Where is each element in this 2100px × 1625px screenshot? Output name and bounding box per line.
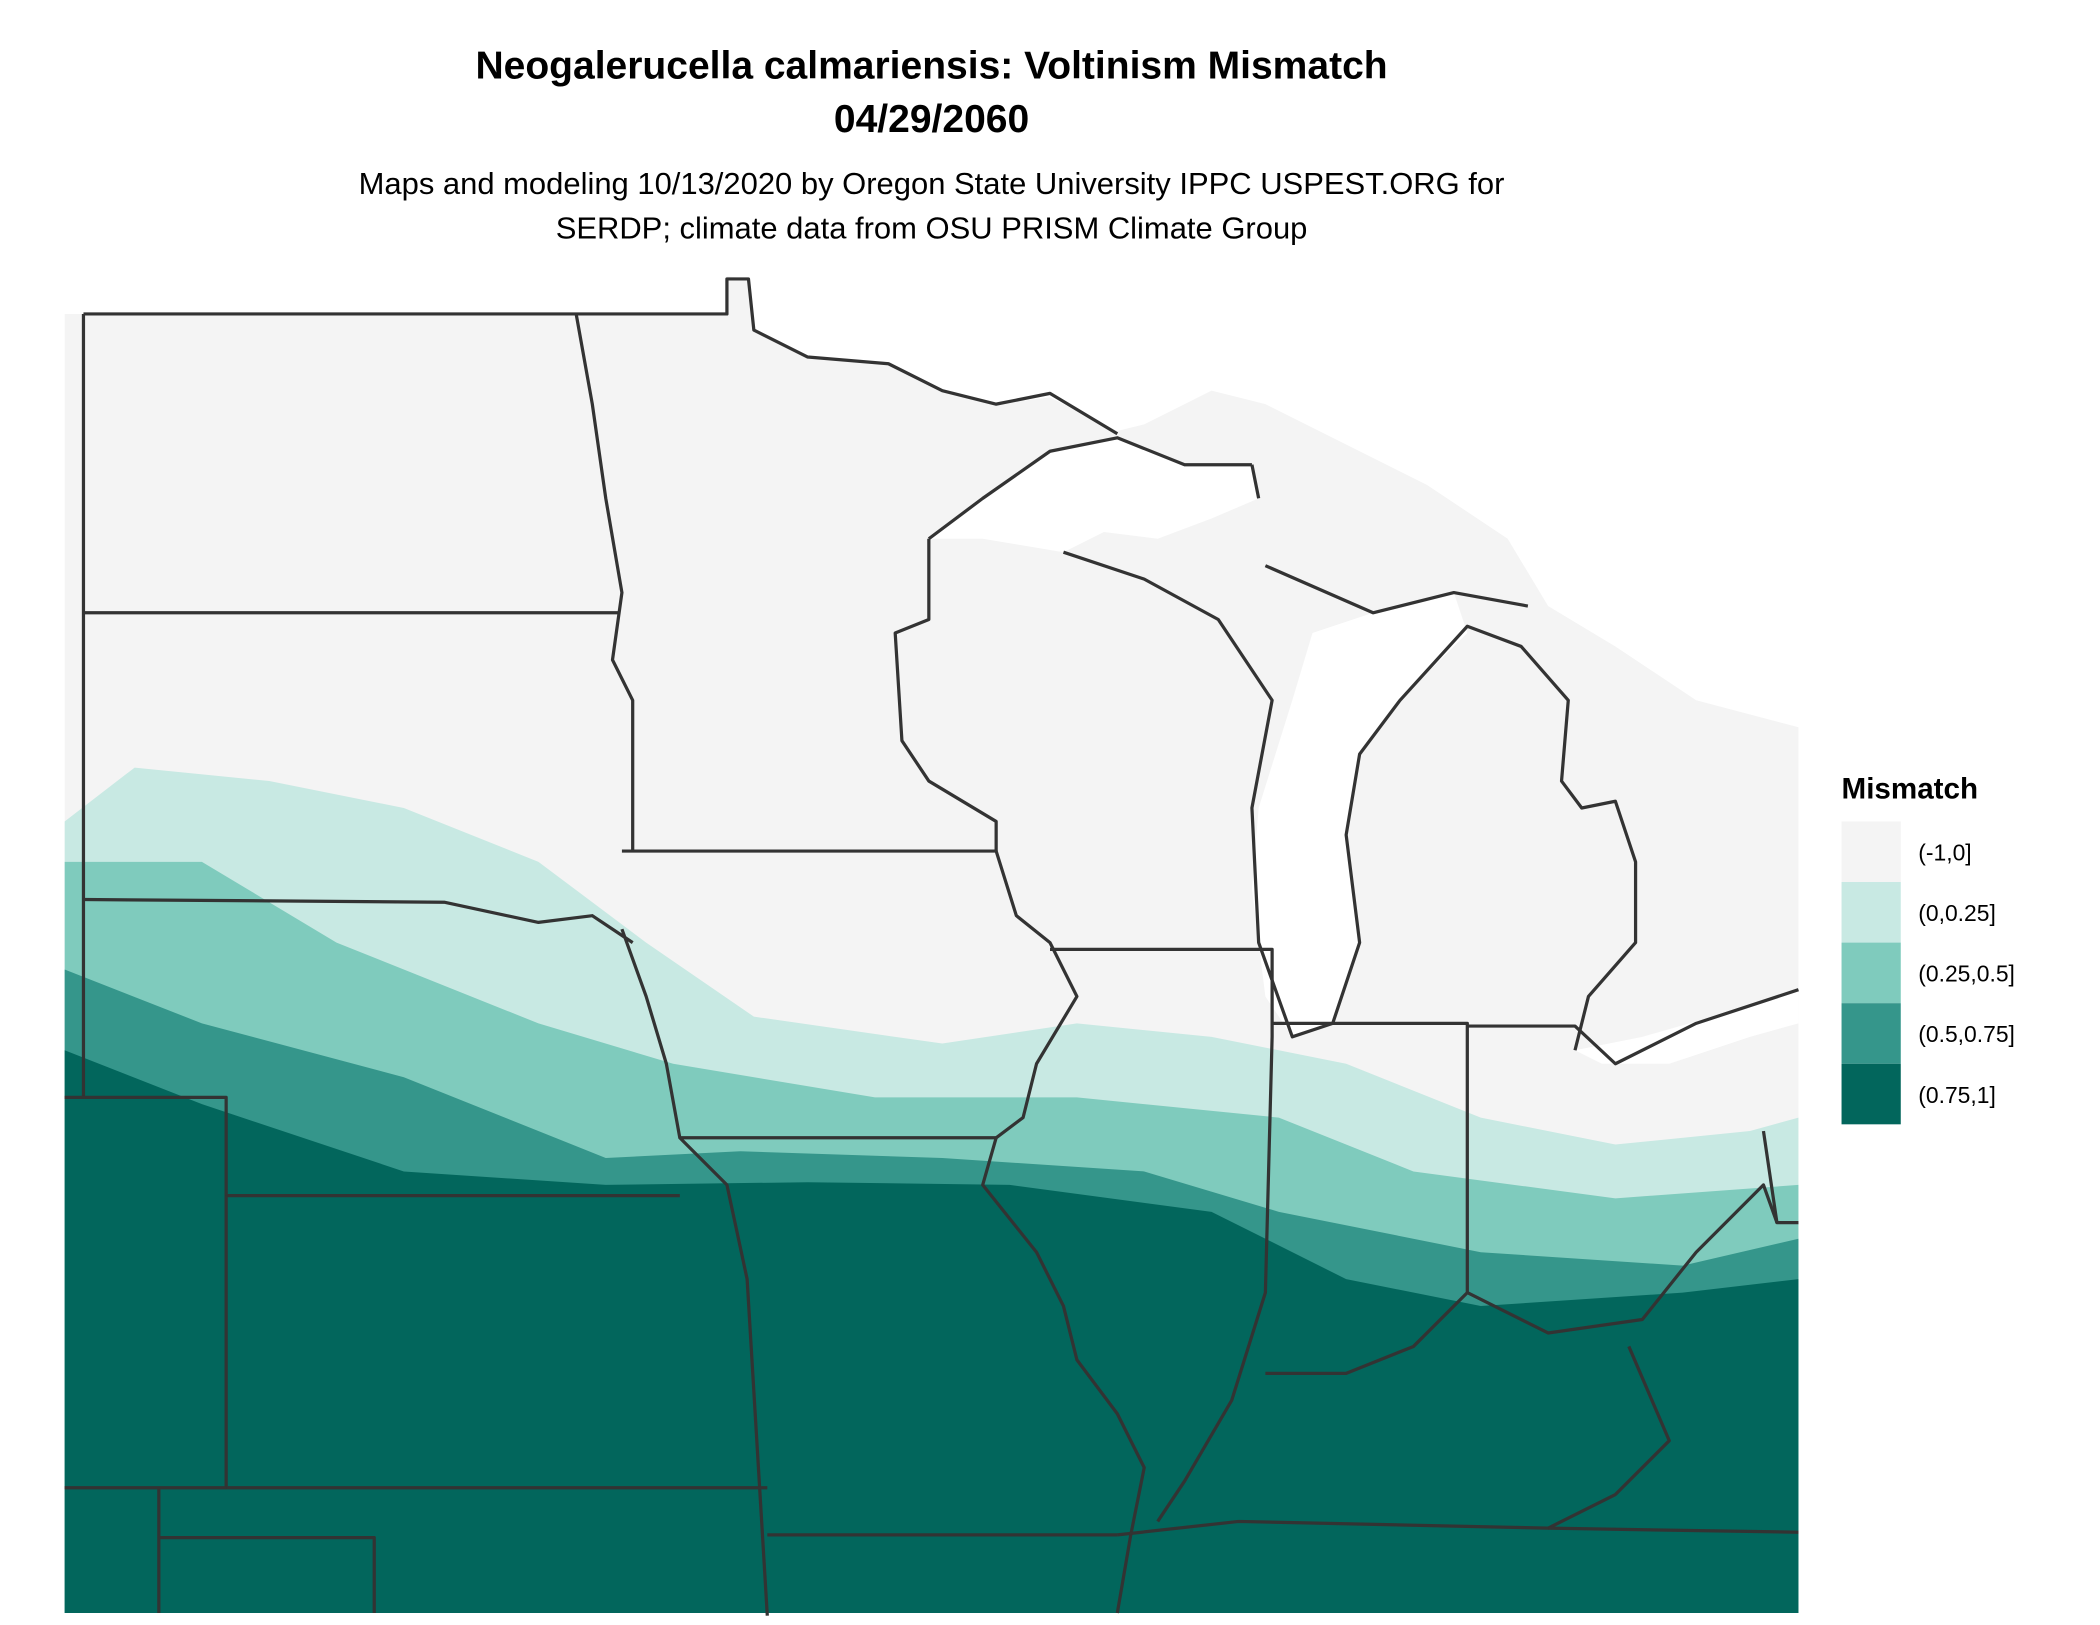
state-border xyxy=(981,1137,1146,1614)
legend-label: (0.75,1] xyxy=(1918,1082,1996,1108)
state-border xyxy=(1050,947,1274,1523)
title: Neogalerucella calmariensis: Voltinism M… xyxy=(475,44,1387,87)
state-border xyxy=(64,1486,376,1613)
state-border xyxy=(1265,1021,1469,1375)
subtitle-line: SERDP; climate data from OSU PRISM Clima… xyxy=(556,211,1308,246)
state-border xyxy=(83,897,634,944)
subtitle-line: Maps and modeling 10/13/2020 by Oregon S… xyxy=(359,166,1505,201)
legend-swatch xyxy=(1841,882,1901,943)
legend-swatch xyxy=(1841,942,1901,1004)
state-border xyxy=(1467,988,1799,1066)
legend: Mismatch (-1,0] (0,0.25] (0.25,0.5] (0.5,0.… xyxy=(1841,773,2015,1125)
legend-swatch xyxy=(1841,1003,1901,1064)
legend-label: (0,0.25] xyxy=(1918,900,1996,926)
lake xyxy=(1251,592,1468,1037)
state-border xyxy=(1250,464,1529,615)
map xyxy=(64,276,1799,1616)
state-border xyxy=(1117,1345,1671,1537)
state-border xyxy=(1548,1526,1799,1534)
state-border xyxy=(83,277,1119,436)
legend-label: (0.25,0.5] xyxy=(1918,961,2015,987)
legend-label: (0.5,0.75] xyxy=(1918,1021,2015,1047)
lake xyxy=(928,437,1259,553)
legend-swatch xyxy=(1841,1063,1901,1125)
legend-swatch xyxy=(1841,821,1901,883)
state-border xyxy=(64,1095,680,1198)
date: 04/29/2060 xyxy=(834,98,1029,141)
legend-title: Mismatch xyxy=(1842,773,1979,806)
legend-label: (-1,0] xyxy=(1918,839,1971,865)
state-border xyxy=(1062,550,1638,1051)
state-border xyxy=(893,436,1252,852)
state-border xyxy=(621,849,1079,1140)
zone-fill xyxy=(64,1050,1799,1613)
state-border xyxy=(1466,1183,1779,1335)
state-border xyxy=(574,313,635,852)
